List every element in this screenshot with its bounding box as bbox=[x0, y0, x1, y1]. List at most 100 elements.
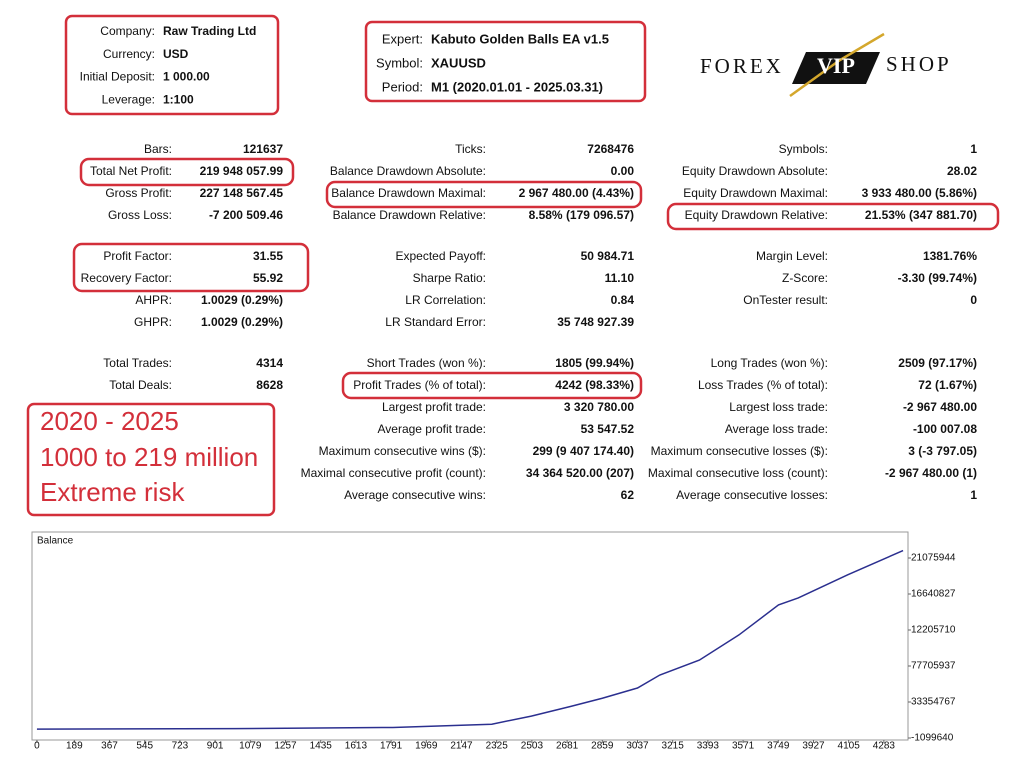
chart-title: Balance bbox=[37, 536, 74, 547]
y-tick-label: 12205710 bbox=[911, 625, 956, 636]
stat-value: 219 948 057.99 bbox=[200, 164, 284, 178]
x-tick-label: 2325 bbox=[486, 741, 509, 752]
stat-value: -2 967 480.00 bbox=[903, 400, 977, 414]
annotation: Extreme risk bbox=[40, 477, 185, 507]
x-tick-label: 1079 bbox=[239, 741, 262, 752]
stat-value: -7 200 509.46 bbox=[209, 208, 283, 222]
stat-value: 227 148 567.45 bbox=[200, 186, 284, 200]
stat-value: 3 (-3 797.05) bbox=[908, 444, 977, 458]
x-tick-label: 3571 bbox=[732, 741, 755, 752]
stat-value: 4314 bbox=[256, 356, 283, 370]
logo-text: FOREX bbox=[700, 54, 784, 78]
annotation: 1000 to 219 million bbox=[40, 442, 258, 472]
x-tick-label: 3393 bbox=[697, 741, 720, 752]
field-value: 1:100 bbox=[163, 92, 194, 106]
stat-label: Short Trades (won %): bbox=[367, 356, 486, 370]
field-label: Expert: bbox=[382, 31, 423, 46]
stat-label: Loss Trades (% of total): bbox=[698, 378, 828, 392]
field-value: Raw Trading Ltd bbox=[163, 24, 256, 38]
x-tick-label: 723 bbox=[172, 741, 189, 752]
stat-value: 0 bbox=[970, 293, 977, 307]
stat-value: 7268476 bbox=[587, 142, 634, 156]
stat-label: GHPR: bbox=[134, 315, 172, 329]
stat-label: LR Correlation: bbox=[405, 293, 486, 307]
stat-label: Balance Drawdown Relative: bbox=[333, 208, 486, 222]
stat-value: 0.84 bbox=[611, 293, 635, 307]
highlight-box bbox=[26, 402, 276, 517]
field-label: Period: bbox=[382, 79, 423, 94]
x-tick-label: 545 bbox=[136, 741, 153, 752]
x-tick-label: 2681 bbox=[556, 741, 579, 752]
stat-value: 4242 (98.33%) bbox=[555, 378, 634, 392]
y-tick-label: 21075944 bbox=[911, 553, 956, 564]
stat-label: AHPR: bbox=[135, 293, 172, 307]
stat-label: Sharpe Ratio: bbox=[413, 271, 486, 285]
stat-value: 3 933 480.00 (5.86%) bbox=[862, 186, 977, 200]
stat-value: 34 364 520.00 (207) bbox=[526, 466, 634, 480]
x-tick-label: 4283 bbox=[873, 741, 896, 752]
x-tick-label: 1435 bbox=[310, 741, 333, 752]
stat-value: 31.55 bbox=[253, 249, 283, 263]
stat-label: Average consecutive wins: bbox=[344, 488, 486, 502]
stat-label: Largest profit trade: bbox=[382, 400, 486, 414]
stat-label: Bars: bbox=[144, 142, 172, 156]
stat-label: Total Net Profit: bbox=[90, 164, 172, 178]
field-label: Initial Deposit: bbox=[80, 70, 155, 84]
y-tick-label: -1099640 bbox=[911, 733, 954, 744]
x-tick-label: 4105 bbox=[838, 741, 861, 752]
logo: FOREX VIP SHOP bbox=[700, 32, 949, 98]
x-tick-label: 3749 bbox=[767, 741, 790, 752]
stat-label: Average loss trade: bbox=[725, 422, 828, 436]
stat-label: Gross Loss: bbox=[108, 208, 172, 222]
stat-value: 8.58% (179 096.57) bbox=[529, 208, 634, 222]
field-label: Leverage: bbox=[102, 92, 155, 106]
stat-value: -100 007.08 bbox=[913, 422, 977, 436]
annotation: 2020 - 2025 bbox=[40, 406, 179, 436]
highlight-box bbox=[79, 157, 295, 187]
stat-value: 1.0029 (0.29%) bbox=[201, 315, 283, 329]
x-tick-label: 3215 bbox=[662, 741, 685, 752]
y-tick-label: 16640827 bbox=[911, 589, 956, 600]
stat-label: Balance Drawdown Maximal: bbox=[331, 186, 486, 200]
logo-text: VIP bbox=[817, 53, 855, 78]
x-tick-label: 2147 bbox=[450, 741, 473, 752]
x-tick-label: 2859 bbox=[591, 741, 614, 752]
y-tick-label: 33354767 bbox=[911, 697, 956, 708]
field-value: USD bbox=[163, 47, 189, 61]
stat-value: 35 748 927.39 bbox=[557, 315, 634, 329]
x-tick-label: 1791 bbox=[380, 741, 403, 752]
field-label: Currency: bbox=[103, 47, 155, 61]
highlight-box bbox=[72, 242, 310, 293]
x-tick-label: 1257 bbox=[274, 741, 297, 752]
x-tick-label: 367 bbox=[101, 741, 118, 752]
stat-label: Maximum consecutive wins ($): bbox=[319, 444, 486, 458]
stat-value: -2 967 480.00 (1) bbox=[885, 466, 977, 480]
stat-value: 0.00 bbox=[611, 164, 635, 178]
logo-stripe bbox=[789, 32, 885, 98]
stat-value: 21.53% (347 881.70) bbox=[865, 208, 977, 222]
stat-value: 121637 bbox=[243, 142, 283, 156]
x-tick-label: 1613 bbox=[345, 741, 368, 752]
stat-value: 8628 bbox=[256, 378, 283, 392]
stat-value: 28.02 bbox=[947, 164, 977, 178]
stat-value: 299 (9 407 174.40) bbox=[533, 444, 634, 458]
stat-label: Expected Payoff: bbox=[395, 249, 486, 263]
stat-value: 62 bbox=[621, 488, 635, 502]
highlight-box bbox=[341, 371, 643, 400]
stat-label: Recovery Factor: bbox=[81, 271, 172, 285]
field-value: Kabuto Golden Balls EA v1.5 bbox=[431, 31, 609, 46]
highlight-box bbox=[64, 14, 280, 116]
field-value: 1 000.00 bbox=[163, 70, 210, 84]
field-value: M1 (2020.01.01 - 2025.03.31) bbox=[431, 79, 603, 94]
logo-badge bbox=[792, 52, 880, 84]
x-tick-label: 3927 bbox=[802, 741, 825, 752]
stat-label: Margin Level: bbox=[756, 249, 828, 263]
stat-label: Profit Factor: bbox=[103, 249, 172, 263]
stat-label: Average profit trade: bbox=[377, 422, 486, 436]
x-tick-label: 1969 bbox=[415, 741, 438, 752]
stat-value: 11.10 bbox=[605, 271, 635, 285]
stat-label: Largest loss trade: bbox=[729, 400, 828, 414]
plot-frame bbox=[31, 531, 909, 741]
x-tick-label: 189 bbox=[66, 741, 83, 752]
field-value: XAUUSD bbox=[431, 55, 486, 70]
